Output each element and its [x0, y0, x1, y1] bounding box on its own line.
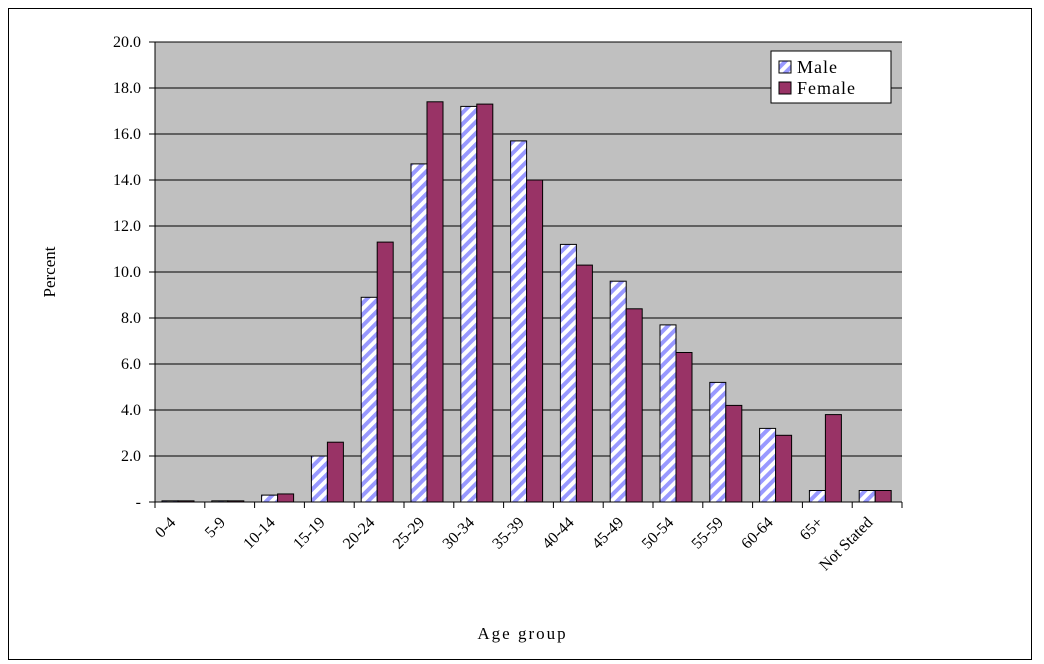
bar-male-45-49 [609, 280, 627, 503]
bar-female-10-14 [277, 493, 295, 503]
bar-male-55-59 [709, 381, 727, 503]
y-tick-label: 20.0 [113, 34, 141, 51]
x-tick-labels: 0-4 5-9 10-14 15-19 20-24 25-29 30-34 35-39 40-4… [152, 514, 876, 574]
bar-male-10-14 [261, 494, 279, 503]
x-tick-label: 0-4 [152, 514, 179, 541]
x-tick-label: 15-19 [290, 514, 328, 552]
y-tick-label: 8.0 [121, 310, 141, 327]
bar-male-50-54 [659, 324, 677, 503]
x-tick-label: 55-59 [689, 514, 727, 552]
x-tick-label: 60-64 [738, 514, 776, 552]
bar-female-30-34 [476, 103, 494, 503]
bar-female-15-19 [326, 441, 344, 503]
y-tick-label: 12.0 [113, 218, 141, 235]
x-tick-label: 50-54 [639, 514, 677, 552]
x-axis-title: Age group [477, 624, 567, 643]
bar-female-25-29 [426, 101, 444, 503]
chart-frame: - 2.0 4.0 6.0 8.0 10.0 12.0 14.0 16.0 18.0 20.0 0-… [8, 8, 1032, 660]
y-tick-label: 14.0 [113, 172, 141, 189]
y-tick-label: 4.0 [121, 402, 141, 419]
bar-female-20-24 [376, 241, 394, 503]
x-tick-label: 45-49 [589, 514, 627, 552]
x-tick-label: 10-14 [240, 514, 278, 552]
y-tick-label: 16.0 [113, 126, 141, 143]
bar-male-15-19 [310, 455, 328, 503]
bar-female-65+ [824, 414, 842, 503]
y-tick-label: 6.0 [121, 356, 141, 373]
axes [154, 42, 903, 508]
bar-male-not-stated [858, 490, 876, 503]
y-tick-labels: - 2.0 4.0 6.0 8.0 10.0 12.0 14.0 16.0 18.0 20.0 [113, 34, 141, 511]
legend: Male Female [770, 50, 892, 104]
x-tick-label: 40-44 [539, 514, 577, 552]
x-tick-label: 30-34 [440, 514, 478, 552]
bar-female-60-64 [775, 434, 793, 503]
legend-label-female: Female [797, 78, 856, 98]
bar-female-not-stated [874, 490, 892, 503]
bar-female-35-39 [526, 179, 544, 503]
y-tick-label: 2.0 [121, 448, 141, 465]
bar-male-60-64 [759, 427, 777, 503]
legend-label-male: Male [797, 57, 838, 77]
bar-male-35-39 [510, 140, 528, 503]
y-tick-label: - [136, 494, 141, 511]
legend-box [770, 50, 892, 104]
x-tick-label: 25-29 [390, 514, 428, 552]
bar-chart: - 2.0 4.0 6.0 8.0 10.0 12.0 14.0 16.0 18.0 20.0 0-… [40, 34, 903, 643]
legend-swatch-male [778, 60, 792, 74]
bar-female-40-44 [575, 264, 593, 503]
x-tick-label: 20-24 [340, 514, 378, 552]
x-tick-label: 65+ [797, 514, 827, 544]
x-tick-label: 5-9 [202, 514, 229, 541]
bar-male-20-24 [360, 296, 378, 503]
bar-female-50-54 [675, 352, 693, 503]
bar-male-30-34 [460, 105, 478, 503]
legend-swatch-female [778, 81, 792, 95]
bar-male-40-44 [559, 243, 577, 503]
y-tick-label: 18.0 [113, 80, 141, 97]
bar-male-65+ [808, 490, 826, 503]
bar-female-45-49 [625, 308, 643, 503]
y-axis-title: Percent [40, 246, 59, 297]
bar-male-25-29 [410, 163, 428, 503]
y-tick-label: 10.0 [113, 264, 141, 281]
x-tick-label: 35-39 [489, 514, 527, 552]
bar-female-55-59 [725, 404, 743, 503]
x-tick-label: Not Stated [816, 514, 876, 574]
